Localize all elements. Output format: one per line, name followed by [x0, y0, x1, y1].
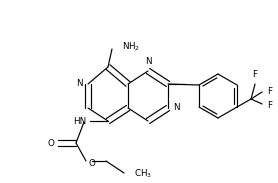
Text: F: F: [252, 70, 257, 79]
Text: N: N: [76, 79, 83, 89]
Text: F: F: [267, 87, 272, 96]
Text: F: F: [267, 100, 272, 109]
Text: NH$_2$: NH$_2$: [122, 41, 140, 53]
Text: O: O: [89, 158, 96, 167]
Text: CH$_3$: CH$_3$: [134, 168, 152, 180]
Text: HN: HN: [73, 117, 86, 126]
Text: N: N: [173, 104, 180, 113]
Text: N: N: [145, 57, 151, 66]
Text: O: O: [47, 139, 54, 147]
